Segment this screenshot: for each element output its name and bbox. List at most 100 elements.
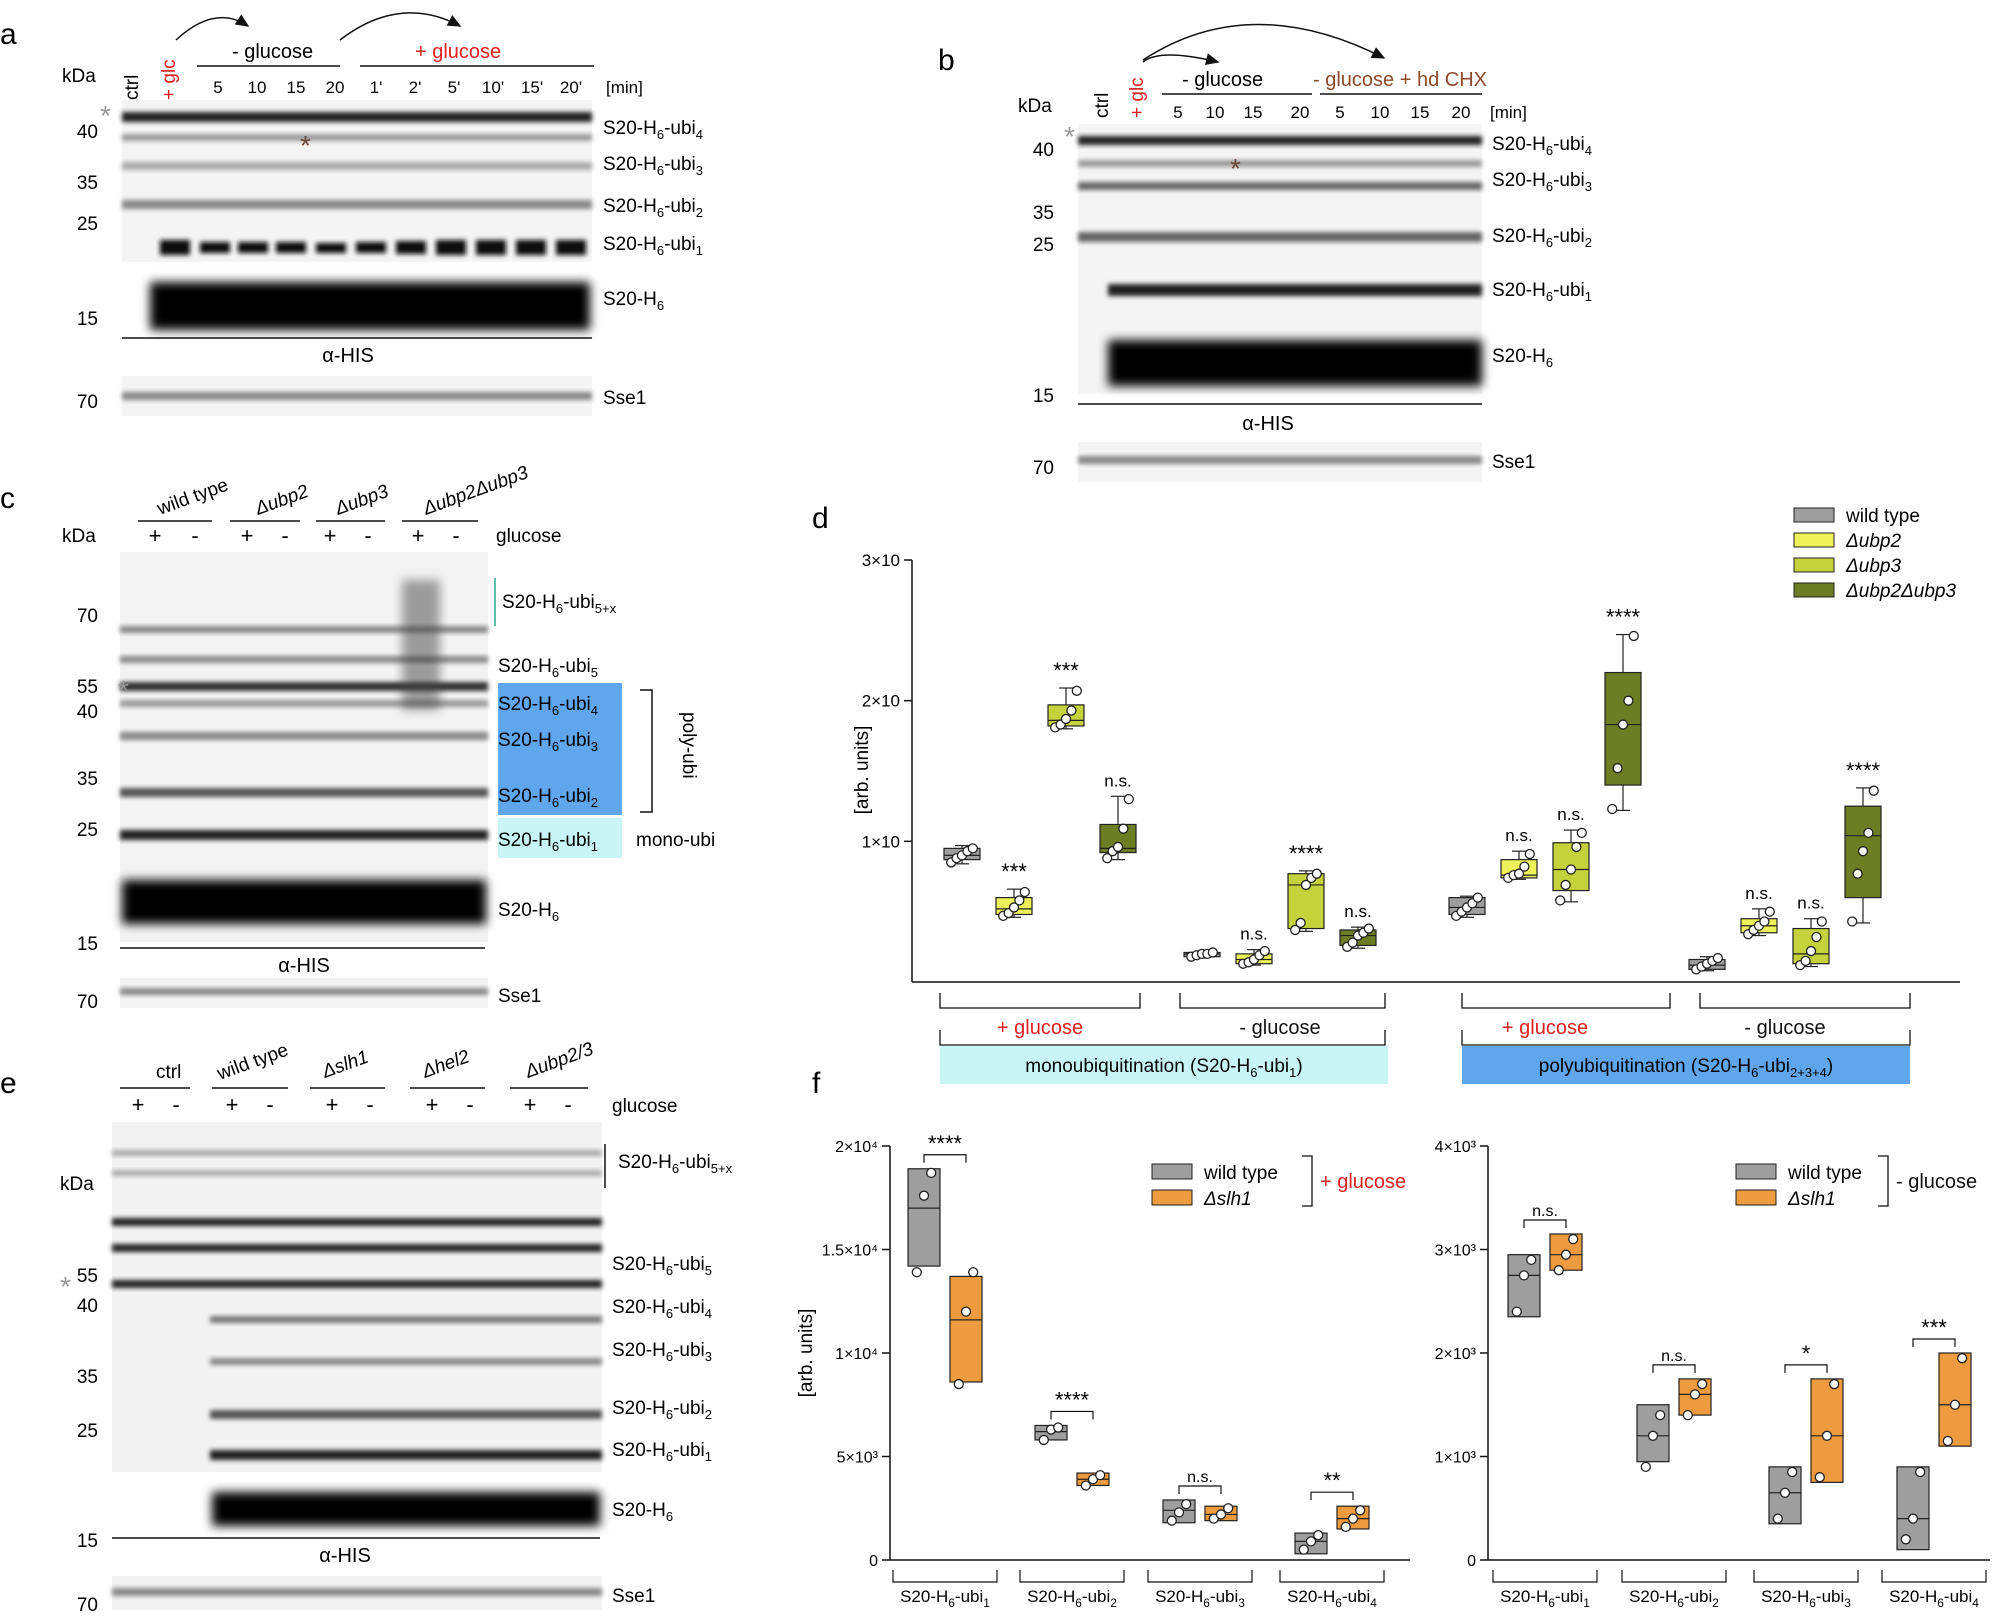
- panel-b-loading: Sse1: [1492, 452, 1535, 473]
- box-d-0-1-point: [1008, 902, 1020, 913]
- panel-d-chart: 1×10 2×10 3×10 [arb. units] *** *** n.s. n.s. **…: [852, 506, 1960, 1084]
- y-tick-label: 4×10³: [1435, 1139, 1477, 1156]
- panel-b-chx: - glucose + hd CHX: [1313, 69, 1487, 91]
- legend-swatch: [1793, 582, 1835, 598]
- box-d-3-2-box: [1792, 927, 1830, 965]
- y-tick-label: 0: [869, 1553, 878, 1570]
- panel-a-letter: a: [0, 18, 17, 51]
- panel-c-strain-ubp2ubp3: Δubp2Δubp3: [420, 462, 532, 520]
- significance-label: ****: [928, 1131, 963, 1156]
- box-f-1-slh1-point: [1682, 1409, 1693, 1421]
- category-label: S20-H6-ubi4: [1287, 1587, 1377, 1610]
- y-tick-label: 1×10³: [1435, 1450, 1477, 1467]
- svg-text:35: 35: [77, 769, 98, 790]
- category-bracket: [1621, 1570, 1727, 1583]
- significance-label: ****: [1846, 758, 1881, 783]
- svg-text:20: 20: [1291, 103, 1310, 122]
- box-f-1-wt-point: [1038, 1434, 1049, 1446]
- band-label: S20-H6-ubi3: [1492, 170, 1592, 194]
- box-f-0-wt-point: [1511, 1306, 1522, 1317]
- panel-c-mono: mono-ubi: [636, 830, 715, 851]
- significance-label: n.s.: [1240, 925, 1267, 944]
- panel-c-markers: 70 55 40 35 25 15 70: [77, 606, 98, 1013]
- svg-text:-: -: [191, 523, 198, 548]
- box-d-2-3-point: [1612, 763, 1623, 774]
- band-label: S20-H6-ubi5: [612, 1254, 712, 1278]
- legend-swatch: [1793, 532, 1835, 548]
- panel-f-left-chart: 0 5×10³ 1×10⁴ 1.5×10⁴ 2×10⁴ [arb. units] **** S…: [796, 1131, 1410, 1610]
- svg-text:+: +: [132, 1092, 145, 1117]
- box-f-3-slh1-point: [1355, 1505, 1366, 1516]
- legend-label: Δslh1: [1203, 1189, 1252, 1210]
- box-f-2-slh1-point: [1215, 1509, 1227, 1520]
- category-label: S20-H6-ubi2: [1027, 1587, 1117, 1610]
- panel-b-blot: * *: [1064, 121, 1482, 394]
- panel-a-asterisk-grey: *: [100, 100, 111, 131]
- svg-text:15: 15: [1411, 103, 1430, 122]
- svg-text:+: +: [226, 1092, 239, 1117]
- box-d-1-2-point: [1311, 868, 1322, 879]
- box-f-2-wt-point: [1772, 1513, 1783, 1524]
- condition-bracket: [939, 1030, 1386, 1046]
- box-f-1-slh1-point: [1697, 1378, 1708, 1390]
- box-d-3-3-point: [1863, 827, 1874, 839]
- panel-a-blot: * *: [100, 100, 592, 330]
- svg-text:+: +: [412, 523, 425, 548]
- svg-text:-: -: [366, 1092, 373, 1117]
- box-d-0-1-point: [1019, 886, 1030, 898]
- svg-text:1': 1': [370, 78, 383, 97]
- svg-text:2': 2': [409, 78, 422, 97]
- svg-text:+: +: [524, 1092, 537, 1117]
- category-label-mono: monoubiquitination (S20-H6-ubi1): [1025, 1056, 1302, 1080]
- panel-a-asterisk-brown: *: [300, 130, 311, 161]
- y-tick-label: 1×10: [862, 832, 900, 851]
- box-d-2-2-point: [1576, 827, 1587, 839]
- significance-bracket: [1652, 1364, 1696, 1373]
- panel-b-arrow-2: [1142, 23, 1386, 61]
- band-label: S20-H6: [1492, 346, 1553, 370]
- panel-e-glucose: glucose: [612, 1096, 678, 1117]
- significance-label: ***: [1001, 859, 1027, 884]
- significance-label: ***: [1053, 658, 1079, 683]
- panel-c-loading: Sse1: [498, 986, 541, 1007]
- panel-a-timepoints: 5 10 15 20 1' 2' 5' 10' 15' 20': [213, 78, 582, 97]
- significance-label: ***: [1921, 1315, 1947, 1340]
- panel-b-arrow-1: [1142, 53, 1220, 66]
- category-bracket: [1753, 1570, 1859, 1583]
- svg-text:+: +: [326, 1092, 339, 1117]
- box-f-3-wt-point: [1900, 1534, 1911, 1545]
- box-d-2-3-point: [1623, 695, 1634, 706]
- panel-a-ctrl: ctrl: [122, 75, 143, 100]
- panel-c-strain-wt: wild type: [154, 475, 232, 520]
- legend-swatch: [1735, 1163, 1777, 1180]
- box-f-1-slh1-point: [1080, 1480, 1091, 1491]
- box-d-2-2-point: [1560, 879, 1571, 891]
- box-d-1-2-point: [1295, 917, 1306, 929]
- category-label: S20-H6-ubi2: [1629, 1587, 1719, 1610]
- svg-text:10': 10': [482, 78, 504, 97]
- significance-label: n.s.: [1745, 884, 1772, 903]
- legend-label: Δubp2: [1845, 531, 1901, 552]
- significance-bracket: [1784, 1364, 1828, 1373]
- box-f-2-slh1-box: [1810, 1378, 1844, 1483]
- condition-label: - glucose: [1744, 1017, 1825, 1039]
- significance-label: ****: [1055, 1387, 1090, 1412]
- svg-text:-: -: [281, 523, 288, 548]
- panel-f-right-chart: 0 1×10³ 2×10³ 3×10³ 4×10³ n.s. S20-H6-ubi1 n.s.…: [1435, 1139, 1990, 1610]
- box-f-0-wt-point: [926, 1167, 937, 1179]
- panel-b-ctrl: ctrl: [1092, 93, 1113, 118]
- box-d-2-3-point: [1607, 803, 1618, 815]
- panel-a-plus-glucose: + glucose: [415, 41, 501, 63]
- significance-label: ****: [1606, 605, 1641, 630]
- svg-text:5': 5': [448, 78, 461, 97]
- panel-b-asterisk-brown: *: [1230, 153, 1241, 184]
- legend-label: wild type: [1203, 1163, 1278, 1184]
- significance-bracket: [1178, 1485, 1222, 1494]
- significance-bracket: [1912, 1338, 1956, 1347]
- category-bracket: [1147, 1570, 1253, 1583]
- significance-label: n.s.: [1557, 805, 1584, 824]
- y-tick-label: 3×10: [862, 551, 900, 570]
- band-label: S20-H6-ubi3: [498, 730, 598, 754]
- svg-text:35: 35: [77, 1367, 98, 1388]
